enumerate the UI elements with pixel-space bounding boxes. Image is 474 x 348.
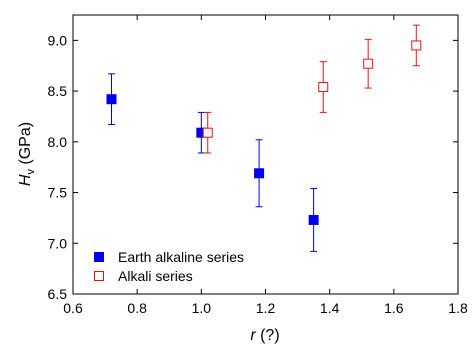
x-tick-label: 1.0 — [192, 300, 212, 316]
y-tick-label: 9.0 — [48, 32, 68, 48]
data-point-earth-alkaline — [106, 94, 117, 105]
data-point-alkali — [318, 82, 329, 93]
y-axis-label-unit: (GPa) — [17, 122, 34, 169]
x-tick-label: 1.4 — [320, 300, 340, 316]
x-axis-label-variable: r — [250, 327, 256, 344]
data-point-alkali — [363, 58, 374, 69]
y-axis-label: Hv (GPa) — [17, 122, 37, 186]
x-tick-label: 0.6 — [63, 300, 83, 316]
x-tick-label: 1.8 — [448, 300, 468, 316]
data-point-earth-alkaline — [308, 214, 319, 225]
y-tick-label: 7.0 — [48, 235, 68, 251]
y-axis-label-subscript: v — [25, 169, 37, 175]
legend: Earth alkaline series Alkali series — [94, 249, 244, 284]
y-tick-label: 8.5 — [48, 83, 68, 99]
legend-marker-alkali — [94, 271, 104, 281]
x-axis-label: r (?) — [250, 327, 279, 344]
legend-label-earth-alkaline: Earth alkaline series — [118, 249, 244, 265]
x-tick-label: 1.6 — [384, 300, 404, 316]
x-tick-label: 1.2 — [256, 300, 276, 316]
y-tick-label: 6.5 — [48, 286, 68, 302]
legend-label-alkali: Alkali series — [118, 268, 193, 284]
data-point-earth-alkaline — [254, 168, 265, 179]
y-tick-label: 8.0 — [48, 134, 68, 150]
x-axis-label-unit: (?) — [256, 327, 280, 344]
data-point-alkali — [411, 40, 422, 51]
legend-marker-earth-alkaline — [94, 252, 104, 262]
data-point-alkali — [202, 127, 213, 138]
data-point-earth-alkaline — [196, 127, 207, 138]
data-points — [106, 40, 422, 225]
axis-ticks: 0.6 0.8 1.0 1.2 1.4 1.6 1.8 6.5 7.0 7.5 8.0 8.5 9.0 — [48, 15, 468, 316]
y-axis-label-variable: H — [17, 174, 34, 186]
x-tick-label: 0.8 — [127, 300, 147, 316]
y-tick-label: 7.5 — [48, 185, 68, 201]
